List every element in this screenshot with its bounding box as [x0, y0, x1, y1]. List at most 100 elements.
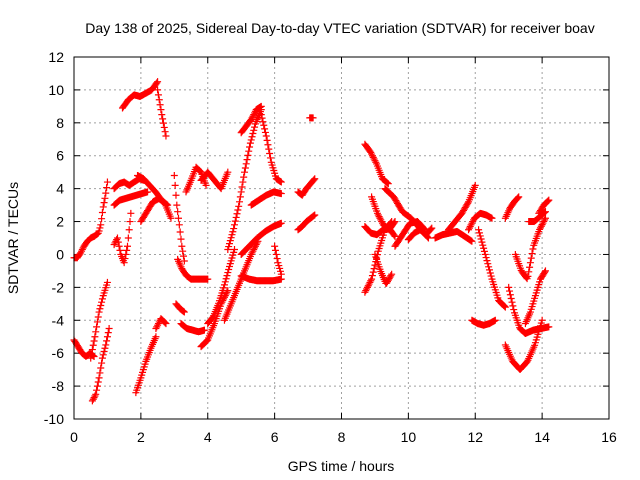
data-point	[92, 390, 100, 398]
data-point	[202, 338, 210, 346]
data-point	[111, 239, 119, 247]
data-point	[155, 96, 163, 104]
data-point	[103, 278, 111, 286]
data-points	[70, 78, 553, 405]
data-point	[167, 214, 175, 222]
data-point	[97, 364, 105, 372]
data-point	[153, 323, 161, 331]
data-point	[153, 79, 161, 87]
data-point	[485, 266, 493, 274]
x-tick-label: 14	[534, 429, 550, 445]
data-point	[387, 272, 395, 280]
data-point	[428, 224, 436, 232]
data-point	[464, 199, 472, 207]
data-point	[545, 196, 553, 204]
data-point	[368, 152, 376, 160]
data-point	[506, 291, 514, 299]
data-point	[491, 316, 499, 324]
data-point	[154, 91, 162, 99]
data-point	[160, 199, 168, 207]
data-point	[224, 269, 232, 277]
data-point	[98, 208, 106, 216]
data-point	[122, 250, 130, 258]
x-tick-label: 2	[137, 429, 145, 445]
data-point	[482, 254, 490, 262]
data-point	[383, 178, 391, 186]
data-point	[228, 231, 236, 239]
data-point	[173, 201, 181, 209]
data-point	[231, 246, 238, 254]
data-point	[261, 128, 269, 136]
data-point	[97, 301, 105, 309]
data-point	[232, 213, 240, 221]
data-point	[223, 288, 231, 296]
data-point	[87, 354, 95, 362]
data-point	[505, 283, 513, 291]
y-tick-label: -6	[52, 345, 65, 361]
data-point	[123, 246, 131, 254]
data-point	[251, 244, 259, 252]
data-point	[483, 257, 491, 265]
data-point	[220, 281, 228, 289]
x-tick-label: 0	[70, 429, 78, 445]
data-point	[209, 313, 217, 321]
data-point	[115, 242, 123, 250]
data-point	[154, 78, 162, 86]
y-tick-label: -8	[52, 378, 65, 394]
data-point	[98, 295, 106, 303]
data-point	[246, 139, 254, 147]
data-point	[180, 252, 188, 260]
data-point	[124, 234, 132, 242]
data-point	[543, 198, 551, 206]
data-point	[233, 210, 241, 218]
data-point	[391, 232, 399, 240]
data-point	[249, 130, 257, 138]
data-point	[102, 189, 110, 197]
x-axis-label: GPS time / hours	[288, 458, 395, 474]
data-point	[90, 337, 98, 345]
data-point	[99, 351, 107, 359]
data-point	[368, 272, 376, 280]
data-point	[500, 301, 508, 309]
data-point	[367, 148, 375, 156]
data-point	[510, 306, 518, 314]
data-point	[222, 275, 230, 283]
data-point	[385, 275, 393, 283]
data-point	[230, 225, 238, 233]
data-point	[116, 246, 124, 254]
data-point	[277, 190, 285, 198]
data-point	[368, 275, 376, 283]
data-point	[249, 247, 257, 255]
data-point	[383, 179, 391, 187]
data-point	[226, 237, 234, 245]
data-point	[98, 354, 106, 362]
data-point	[476, 232, 484, 240]
data-point	[103, 184, 111, 192]
data-point	[93, 318, 101, 326]
data-point	[369, 153, 377, 161]
data-point	[538, 221, 546, 229]
data-point	[227, 234, 235, 242]
data-point	[541, 268, 549, 276]
data-point	[251, 123, 259, 131]
data-point	[100, 348, 108, 356]
x-tick-label: 6	[271, 429, 279, 445]
data-point	[475, 229, 483, 237]
chart-title: Day 138 of 2025, Sidereal Day-to-day VTE…	[85, 20, 594, 36]
data-point	[363, 285, 371, 293]
data-point	[377, 216, 385, 224]
data-point	[161, 128, 169, 136]
data-point	[468, 237, 476, 245]
data-point	[536, 224, 544, 232]
y-tick-label: 12	[48, 49, 64, 65]
data-point	[481, 250, 489, 258]
data-point	[373, 209, 381, 217]
data-point	[114, 238, 122, 246]
data-point	[90, 394, 98, 402]
data-point	[471, 181, 479, 189]
data-point	[200, 326, 208, 334]
data-point	[251, 109, 259, 117]
data-point	[384, 180, 392, 188]
data-point	[113, 234, 121, 242]
data-point	[179, 247, 187, 255]
